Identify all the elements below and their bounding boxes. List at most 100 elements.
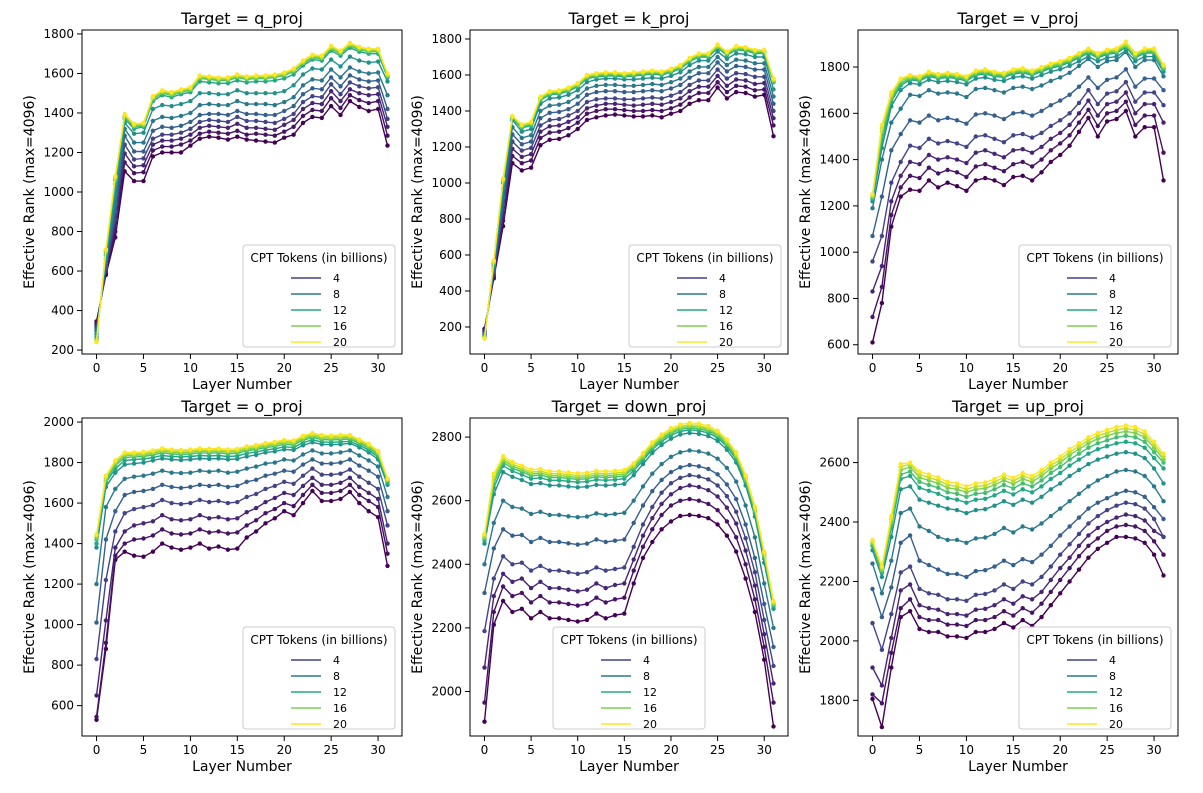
data-point	[1029, 473, 1035, 479]
data-point	[338, 75, 343, 80]
x-tick-label: 5	[140, 743, 148, 757]
data-point	[1161, 103, 1166, 108]
data-point	[973, 150, 978, 155]
data-point	[1029, 113, 1035, 118]
data-point	[160, 497, 165, 503]
data-point	[300, 462, 306, 467]
data-point	[1029, 164, 1035, 169]
data-point	[225, 92, 231, 97]
data-point	[771, 87, 776, 92]
data-point	[1011, 530, 1016, 535]
data-point	[244, 118, 249, 124]
data-point	[1011, 625, 1016, 630]
data-point	[244, 454, 249, 459]
data-point	[310, 100, 315, 106]
data-point	[715, 483, 720, 488]
data-point	[310, 457, 315, 462]
data-point	[678, 422, 683, 427]
data-point	[310, 475, 315, 480]
data-point	[954, 170, 960, 175]
legend-label: 4	[719, 272, 726, 285]
legend-label: 20	[643, 718, 657, 731]
data-point	[622, 481, 627, 486]
data-point	[687, 462, 692, 468]
data-point	[612, 107, 618, 112]
data-point	[659, 432, 664, 437]
data-point	[500, 571, 506, 576]
data-point	[1029, 86, 1035, 92]
data-point	[169, 138, 174, 143]
series-line	[871, 68, 1165, 237]
data-point	[556, 123, 562, 128]
data-point	[650, 113, 655, 118]
data-point	[385, 551, 390, 556]
data-point	[1029, 597, 1035, 602]
data-point	[566, 570, 571, 575]
data-point	[584, 80, 590, 85]
data-point	[696, 98, 702, 103]
data-point	[752, 81, 758, 87]
data-point	[244, 101, 249, 107]
data-point	[945, 155, 950, 160]
data-point	[706, 423, 711, 429]
legend-label: 16	[1109, 702, 1123, 715]
data-point	[188, 110, 193, 116]
data-point	[319, 432, 324, 438]
data-point	[235, 72, 240, 77]
data-point	[1058, 59, 1063, 64]
data-point	[640, 96, 646, 101]
data-point	[366, 490, 371, 496]
data-point	[594, 89, 599, 95]
data-point	[870, 259, 875, 264]
data-point	[1058, 533, 1063, 538]
data-point	[1133, 490, 1138, 495]
legend-label: 8	[719, 288, 726, 301]
data-point	[150, 94, 156, 99]
data-point	[94, 693, 99, 698]
data-point	[715, 73, 720, 79]
legend-label: 4	[333, 272, 340, 285]
data-point	[696, 71, 702, 76]
data-point	[879, 157, 885, 162]
data-point	[482, 665, 487, 670]
data-point	[225, 125, 231, 130]
data-point	[659, 512, 664, 518]
data-point	[936, 491, 941, 496]
data-point	[528, 539, 534, 545]
data-point	[1133, 64, 1138, 70]
y-tick-label: 1600	[43, 496, 74, 510]
data-point	[188, 98, 193, 104]
data-point	[879, 233, 885, 239]
data-point	[687, 512, 692, 518]
data-point	[263, 73, 268, 78]
data-point	[1095, 525, 1101, 531]
data-point	[385, 541, 390, 546]
plot-frame	[857, 417, 1179, 737]
data-point	[519, 161, 524, 166]
data-point	[1095, 478, 1101, 483]
data-point	[338, 480, 343, 485]
legend-box	[628, 244, 782, 348]
data-point	[253, 477, 259, 482]
data-point	[131, 178, 137, 184]
data-point	[1114, 46, 1119, 51]
data-point	[482, 562, 487, 567]
data-point	[640, 102, 646, 107]
data-point	[724, 96, 730, 101]
data-point	[510, 593, 515, 599]
data-point	[687, 483, 692, 488]
data-point	[907, 159, 913, 165]
data-point	[752, 74, 758, 80]
data-point	[1142, 445, 1147, 450]
data-point	[385, 116, 390, 122]
data-point	[310, 448, 315, 453]
data-point	[310, 488, 315, 494]
data-point	[640, 544, 646, 549]
x-tick-label: 20	[1053, 361, 1068, 375]
data-point	[715, 508, 720, 513]
data-point	[338, 460, 343, 465]
y-tick-label: 1600	[819, 106, 850, 120]
data-point	[734, 509, 739, 514]
data-point	[1142, 57, 1147, 63]
data-point	[1058, 470, 1063, 476]
